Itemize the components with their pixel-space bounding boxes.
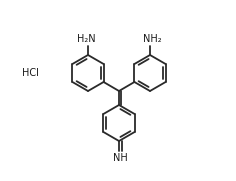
Text: HCl: HCl <box>22 68 39 78</box>
Text: H₂N: H₂N <box>77 34 95 44</box>
Text: NH₂: NH₂ <box>143 34 161 44</box>
Text: NH: NH <box>113 153 127 163</box>
